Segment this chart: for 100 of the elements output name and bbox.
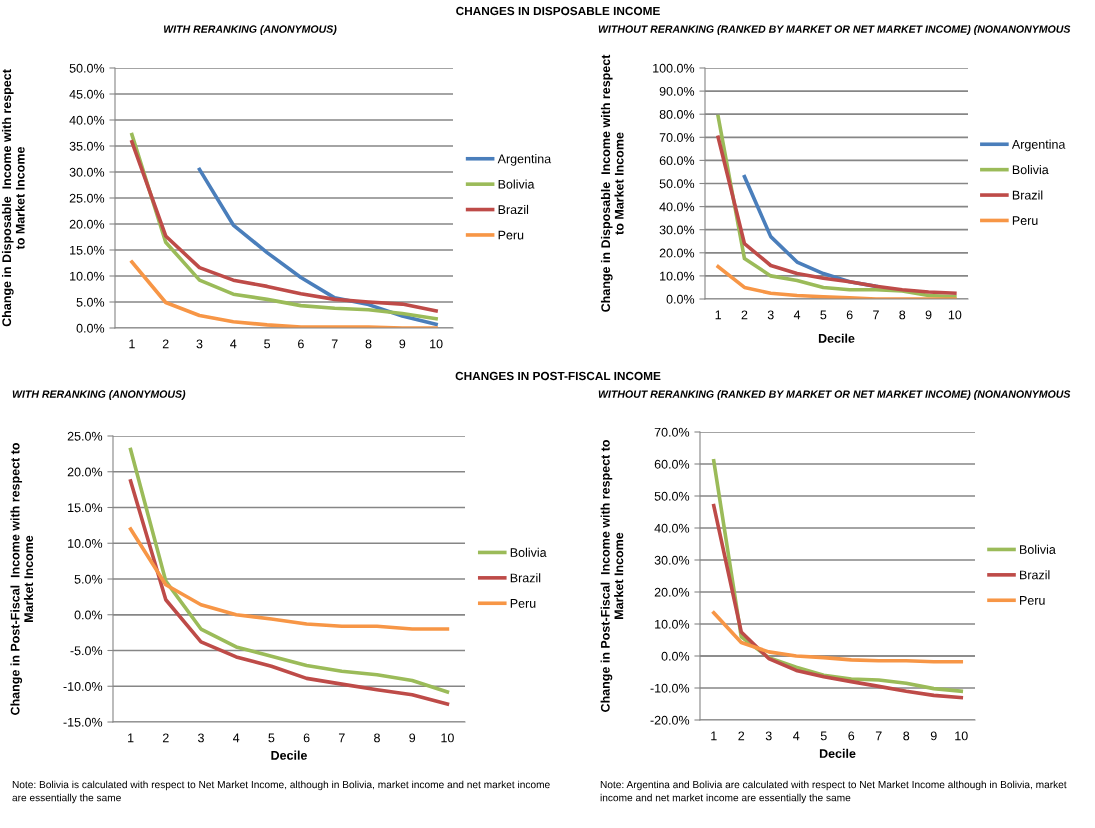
x-tick-label: 3 <box>765 731 772 741</box>
x-tick-label: 3 <box>196 339 203 349</box>
y-tick-label: 20.0% <box>69 219 105 229</box>
y-tick-label: 10.0% <box>660 271 695 281</box>
x-tick-label: 6 <box>848 731 855 741</box>
y-tick-label: 50.0% <box>654 491 690 501</box>
chart-subtitle: WITH RERANKING (ANONYMOUS) <box>12 390 186 400</box>
x-tick-label: 10 <box>948 310 962 320</box>
line-series <box>130 260 438 328</box>
x-tick-label: 7 <box>875 731 882 741</box>
y-tick-label: 60.0% <box>659 156 695 166</box>
y-tick-label: 0.0% <box>661 651 690 661</box>
legend-label: Bolivia <box>498 179 535 189</box>
legend-label: Bolivia <box>1012 164 1049 175</box>
x-tick-label: 2 <box>738 731 745 741</box>
legend-label: Brazil <box>498 204 529 215</box>
y-tick-label: 15.0% <box>70 245 105 255</box>
x-tick-label: 4 <box>230 339 237 349</box>
legend-label: Peru <box>498 230 524 240</box>
legend-label: Brazil <box>1012 190 1043 200</box>
legend-label: Peru <box>1012 216 1038 225</box>
y-axis-title: Change in Disposable Income with respect to Market Income <box>600 54 624 312</box>
x-tick-label: 8 <box>365 339 372 349</box>
legend-label: Peru <box>1020 596 1045 605</box>
y-tick-label: -10.0% <box>63 682 103 691</box>
line-series <box>711 610 964 664</box>
y-tick-label: 30.0% <box>69 167 105 177</box>
y-tick-label: 25.0% <box>67 431 103 441</box>
legend-label: Bolivia <box>1020 544 1056 554</box>
x-tick-label: 7 <box>338 733 345 743</box>
x-tick-label: 5 <box>268 733 275 743</box>
x-tick-label: 7 <box>331 339 338 349</box>
legend-label: Brazil <box>510 573 541 583</box>
x-tick-label: 1 <box>128 733 134 743</box>
y-tick-label: 100.0% <box>653 63 695 73</box>
x-tick-label: 5 <box>820 731 827 741</box>
x-tick-label: 9 <box>399 339 406 349</box>
text: Note: Bolivia is calculated with respect to Net Market Income, although in Bolivia, market income and net market income are essentially the same <box>12 780 550 804</box>
text: CHANGES IN POST-FISCAL INCOME <box>455 371 661 381</box>
x-tick-label: 10 <box>441 733 454 743</box>
line-series <box>716 264 957 299</box>
y-tick-label: 10.0% <box>70 271 105 281</box>
y-tick-label: 10.0% <box>655 619 690 629</box>
y-tick-label: 30.0% <box>659 225 695 235</box>
y-tick-label: 70.0% <box>659 133 695 142</box>
x-tick-label: 8 <box>903 731 910 741</box>
y-tick-label: 0.0% <box>76 323 105 333</box>
y-tick-label: 5.0% <box>76 297 105 307</box>
y-tick-label: 20.0% <box>67 467 103 477</box>
y-axis-title: Change in Disposable Income with respect to Market Income <box>1 69 25 327</box>
x-tick-label: 3 <box>198 733 204 743</box>
legend-label: Peru <box>510 599 536 608</box>
x-tick-label: 8 <box>374 733 380 743</box>
x-tick-label: 6 <box>298 339 304 349</box>
legend-label: Argentina <box>497 154 552 166</box>
x-tick-label: 8 <box>899 310 906 320</box>
x-tick-label: 2 <box>162 733 169 743</box>
y-tick-label: 5.0% <box>74 574 103 584</box>
y-tick-label: 45.0% <box>69 89 105 99</box>
legend-label: Argentina <box>1011 139 1066 152</box>
x-tick-label: 9 <box>925 310 932 320</box>
y-tick-label: -20.0% <box>650 715 690 725</box>
chart-subtitle: WITH RERANKING (ANONYMOUS) <box>163 25 337 35</box>
x-tick-label: 1 <box>129 339 135 349</box>
y-tick-label: -15.0% <box>63 717 103 727</box>
x-tick-label: 1 <box>715 310 722 320</box>
x-tick-label: 1 <box>711 731 717 741</box>
line-series <box>128 447 450 694</box>
line-series <box>128 527 450 631</box>
y-tick-label: 50.0% <box>659 179 695 189</box>
y-tick-label: 80.0% <box>659 110 695 119</box>
y-tick-label: 0.0% <box>74 610 103 620</box>
x-tick-label: 9 <box>930 731 937 741</box>
y-tick-label: 0.0% <box>666 294 695 304</box>
legend-label: Brazil <box>1020 570 1050 580</box>
y-tick-label: 50.0% <box>69 63 105 73</box>
y-tick-label: 40.0% <box>654 523 690 533</box>
legend-label: Bolivia <box>510 547 547 557</box>
y-tick-label: 15.0% <box>68 503 103 513</box>
x-tick-label: 4 <box>793 731 800 741</box>
y-tick-label: 40.0% <box>69 115 105 125</box>
x-tick-label: 7 <box>873 310 879 320</box>
chart-subtitle: WITHOUT RERANKING (RANKED BY MARKET OR NET MARKET INCOME) (NONANONYMOUS <box>598 390 1071 400</box>
y-tick-label: 20.0% <box>659 248 695 258</box>
y-tick-label: 30.0% <box>654 555 690 565</box>
y-tick-label: 20.0% <box>654 587 690 597</box>
x-tick-label: 2 <box>162 339 169 349</box>
text: Note: Argentina and Bolivia are calculated with respect to Net Market Income although in Bolivia, market income and net market income are essentially the same <box>600 780 1067 804</box>
text: CHANGES IN DISPOSABLE INCOME <box>456 6 660 16</box>
y-axis-title: Change in Post-Fiscal Income with respect to Market Income <box>600 440 624 712</box>
x-axis-title: Decile <box>271 750 307 760</box>
x-axis-title: Decile <box>818 333 855 343</box>
x-tick-label: 3 <box>767 310 774 320</box>
y-tick-label: 40.0% <box>659 202 695 212</box>
x-tick-label: 10 <box>955 731 968 741</box>
x-tick-label: 6 <box>303 733 310 743</box>
x-tick-label: 6 <box>846 310 853 320</box>
line-series <box>128 479 450 706</box>
x-tick-label: 5 <box>264 339 271 349</box>
x-axis-title: Decile <box>819 748 856 758</box>
